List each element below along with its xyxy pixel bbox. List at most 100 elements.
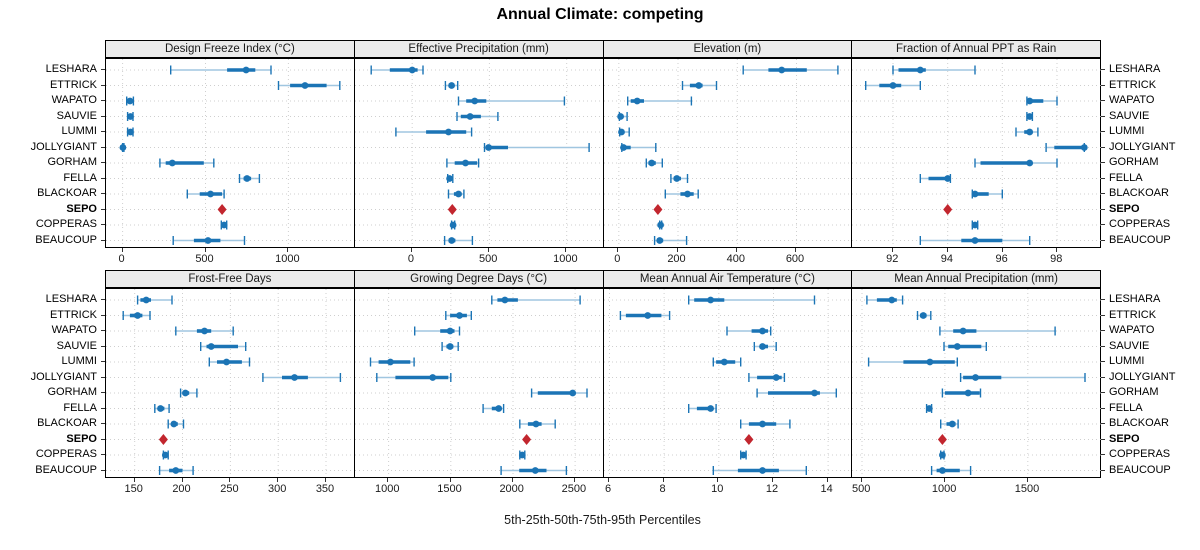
site-label-left: FELLA <box>63 401 97 414</box>
site-label-right: BEAUCOUP <box>1109 463 1171 476</box>
median-dot <box>926 358 934 366</box>
x-axis-tick <box>662 478 664 482</box>
site-label-right: GORHAM <box>1109 156 1159 168</box>
panel-plot <box>602 288 853 478</box>
median-dot <box>408 66 416 74</box>
site-label-right: COPPERAS <box>1109 218 1171 230</box>
x-axis-tick-label: 6 <box>604 483 612 495</box>
y-axis-tick-left <box>101 361 105 362</box>
median-dot <box>243 175 251 182</box>
site-label-right: LESHARA <box>1109 63 1161 75</box>
site-label-left: JOLLYGIANT <box>30 140 97 153</box>
y-axis-tick-left <box>101 69 105 70</box>
site-label-left: JOLLYGIANT <box>30 370 97 383</box>
site-label-left: COPPERAS <box>35 448 97 460</box>
site-label-right: SEPO <box>1109 432 1140 445</box>
median-dot <box>386 358 394 366</box>
median-dot <box>291 374 298 381</box>
y-axis-tick-left <box>101 115 105 117</box>
site-label-right: GORHAM <box>1109 386 1159 398</box>
median-dot <box>518 451 526 459</box>
y-axis-tick-left <box>101 392 105 393</box>
site-label-right: SEPO <box>1109 202 1140 215</box>
y-axis-tick-right <box>1101 115 1105 117</box>
median-dot <box>939 451 947 459</box>
site-label-right: LESHARA <box>1109 293 1161 305</box>
panel-strip: Elevation (m) <box>602 40 853 58</box>
panel-canvas <box>852 289 1101 477</box>
median-dot <box>972 374 980 381</box>
site-label-right: BEAUCOUP <box>1109 233 1171 246</box>
y-axis-tick-right <box>1101 469 1105 471</box>
median-dot <box>301 82 309 89</box>
x-axis-tick-label: 300 <box>268 483 287 495</box>
site-label-left: SAUVIE <box>56 339 97 352</box>
x-axis-tick <box>410 248 412 252</box>
x-axis-tick <box>511 478 513 482</box>
x-axis-tick-label: 98 <box>1050 253 1063 265</box>
median-dot <box>971 221 979 229</box>
site-label-left: BLACKOAR <box>37 417 97 429</box>
highlight-diamond <box>158 434 168 445</box>
median-dot <box>223 358 230 366</box>
x-axis-tick <box>717 478 719 482</box>
y-axis-tick-right <box>1101 345 1105 347</box>
x-axis-tick <box>565 248 567 252</box>
x-axis-tick-label: 1500 <box>437 483 462 495</box>
y-axis-tick-right <box>1101 239 1105 241</box>
median-dot <box>429 374 436 381</box>
x-axis-tick-label: 500 <box>195 253 214 265</box>
median-dot <box>656 221 664 229</box>
median-dot <box>694 82 702 89</box>
site-label-right: SAUVIE <box>1109 109 1150 122</box>
x-axis-tick-label: 500 <box>852 483 871 495</box>
x-axis-tick <box>121 248 123 252</box>
median-dot <box>204 237 212 244</box>
x-axis-tick-label: 14 <box>820 483 833 495</box>
median-dot <box>706 405 714 412</box>
site-label-right: BLACKOAR <box>1109 187 1169 199</box>
median-dot <box>672 175 680 182</box>
y-axis-tick-right <box>1101 299 1105 300</box>
median-dot <box>495 405 502 412</box>
site-label-left: BLACKOAR <box>37 187 97 199</box>
site-label-left: LESHARA <box>45 293 97 305</box>
site-label-left: SEPO <box>66 432 97 445</box>
panel-canvas <box>603 59 853 247</box>
site-label-right: JOLLYGIANT <box>1109 370 1176 383</box>
median-dot <box>920 312 927 319</box>
x-axis-tick <box>861 478 863 482</box>
x-axis-tick <box>325 478 326 482</box>
median-dot <box>461 159 469 167</box>
highlight-diamond <box>521 434 531 445</box>
site-label-left: GORHAM <box>47 156 98 168</box>
x-axis-tick-label: 2500 <box>561 483 587 495</box>
median-dot <box>777 66 785 74</box>
x-axis-tick <box>772 478 773 482</box>
median-dot <box>207 190 214 198</box>
median-dot <box>949 420 956 428</box>
x-axis-tick-label: 500 <box>479 253 498 265</box>
median-dot <box>683 190 691 198</box>
median-dot <box>201 327 208 335</box>
x-axis-tick <box>277 478 279 482</box>
x-axis-tick <box>676 248 678 252</box>
panel-strip: Effective Precipitation (mm) <box>353 40 604 58</box>
panel-strip: Design Freeze Index (°C) <box>105 40 355 58</box>
y-axis-tick-left <box>101 299 105 300</box>
median-dot <box>619 144 627 151</box>
median-dot <box>531 467 539 474</box>
x-axis-tick <box>892 248 894 252</box>
median-dot <box>758 327 766 335</box>
median-dot <box>739 451 747 459</box>
median-dot <box>926 405 933 412</box>
x-axis-tick-label: 400 <box>726 253 745 265</box>
y-axis-tick-right <box>1101 392 1105 393</box>
panel-plot <box>851 288 1101 478</box>
site-label-right: ETTRICK <box>1109 78 1157 91</box>
y-axis-tick-left <box>101 423 105 424</box>
y-axis-tick-right <box>1101 193 1105 194</box>
highlight-diamond <box>447 204 457 215</box>
y-axis-tick-left <box>101 193 105 194</box>
y-axis-tick-right <box>1101 438 1105 440</box>
